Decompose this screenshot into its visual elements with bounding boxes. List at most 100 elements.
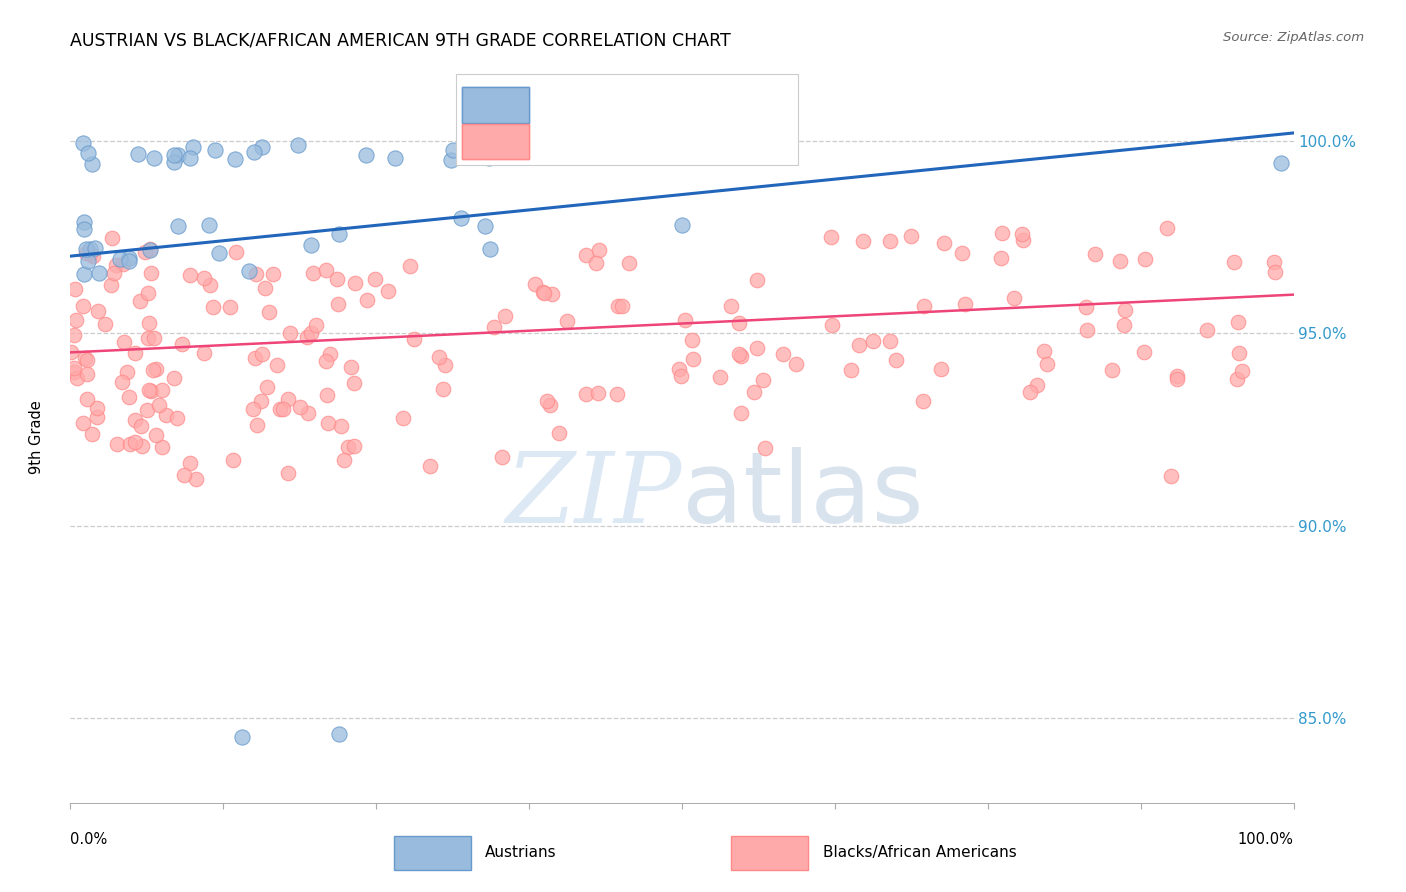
Point <box>75 242 97 256</box>
Point <box>103 266 125 280</box>
Point <box>62 360 84 375</box>
Point <box>343 439 366 453</box>
Point <box>1166 369 1188 384</box>
Point <box>202 300 225 314</box>
Point <box>990 226 1012 240</box>
Point <box>340 359 363 374</box>
Point <box>250 140 273 154</box>
Point <box>65 312 87 326</box>
Point <box>136 285 159 300</box>
Point <box>1114 303 1136 318</box>
Point <box>143 151 166 165</box>
Point <box>318 347 340 361</box>
Point <box>193 346 215 360</box>
Point <box>612 299 634 313</box>
Point <box>295 330 318 344</box>
Point <box>208 245 231 260</box>
Point <box>585 256 607 270</box>
Point <box>929 361 952 376</box>
Point <box>575 247 598 261</box>
Point <box>204 143 226 157</box>
Point <box>754 441 776 455</box>
Point <box>1076 301 1098 315</box>
Point <box>548 148 571 162</box>
Point <box>617 255 640 269</box>
Point <box>273 402 295 417</box>
Point <box>1135 252 1157 266</box>
Point <box>124 435 146 450</box>
Point <box>179 268 201 282</box>
Point <box>225 244 247 259</box>
Point <box>384 151 406 165</box>
Point <box>288 400 311 414</box>
Point <box>222 452 245 467</box>
Point <box>139 266 162 280</box>
Point <box>990 251 1012 265</box>
Point <box>105 436 128 450</box>
Point <box>76 353 98 368</box>
Point <box>478 243 501 257</box>
Point <box>785 357 807 371</box>
Point <box>166 219 188 234</box>
Point <box>377 284 399 298</box>
Point <box>269 401 291 416</box>
Point <box>344 277 367 291</box>
Point <box>821 318 844 333</box>
Point <box>63 282 86 296</box>
Point <box>134 245 156 260</box>
Point <box>155 408 177 422</box>
Point <box>287 138 309 153</box>
Point <box>138 383 160 397</box>
Text: Austrians: Austrians <box>485 846 557 860</box>
Point <box>671 218 693 232</box>
Point <box>1227 315 1250 329</box>
Point <box>333 452 356 467</box>
Point <box>72 299 94 313</box>
Point <box>62 328 84 343</box>
Point <box>747 342 769 356</box>
Point <box>163 147 186 161</box>
Point <box>245 351 267 365</box>
Point <box>326 296 349 310</box>
Point <box>541 286 564 301</box>
Point <box>1195 323 1218 337</box>
Point <box>474 219 496 234</box>
Point <box>129 419 152 434</box>
Point <box>1025 377 1047 392</box>
Point <box>555 314 578 328</box>
Point <box>72 416 94 430</box>
Point <box>76 367 98 381</box>
Point <box>82 249 104 263</box>
Point <box>127 147 149 161</box>
FancyBboxPatch shape <box>456 73 799 165</box>
Point <box>575 386 598 401</box>
Point <box>89 266 111 280</box>
Point <box>852 234 875 248</box>
Point <box>72 136 94 150</box>
Point <box>150 440 173 454</box>
Point <box>1101 363 1123 377</box>
Point <box>315 388 337 402</box>
Point <box>256 379 278 393</box>
Point <box>73 267 96 281</box>
Point <box>1222 255 1244 269</box>
Text: atlas: atlas <box>682 447 924 544</box>
Point <box>738 136 761 151</box>
Point <box>148 398 170 412</box>
Point <box>709 370 731 384</box>
Point <box>76 392 98 407</box>
Point <box>531 285 554 299</box>
Point <box>305 318 328 333</box>
Point <box>118 436 141 450</box>
Point <box>1018 384 1040 399</box>
Point <box>1036 357 1059 371</box>
Point <box>138 244 160 258</box>
Point <box>1264 265 1286 279</box>
Point <box>1270 155 1292 169</box>
Point <box>278 326 301 341</box>
Point <box>245 267 267 281</box>
Point <box>299 238 322 252</box>
Point <box>59 344 82 359</box>
Point <box>1011 227 1033 241</box>
Point <box>356 293 378 307</box>
